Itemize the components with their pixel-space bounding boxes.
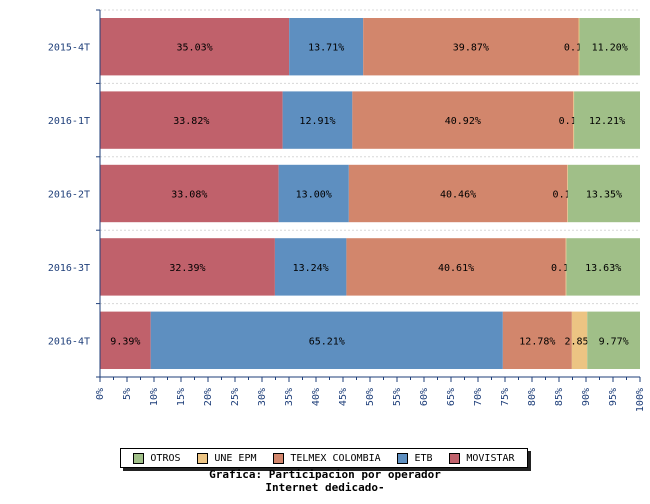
x-tick-label: 50% xyxy=(365,388,376,406)
legend-label: MOVISTAR xyxy=(466,452,515,464)
x-tick-label: 70% xyxy=(473,388,484,406)
bar-segment xyxy=(565,238,567,296)
legend-label: ETB xyxy=(414,452,433,464)
bar-segment xyxy=(363,18,579,76)
data-label: 32.39% xyxy=(169,263,205,274)
data-label: 40.61% xyxy=(438,263,474,274)
data-label: 9.39% xyxy=(110,336,140,347)
bar-segment xyxy=(578,18,580,76)
bar-segment xyxy=(278,164,349,223)
data-label: 13.24% xyxy=(293,263,329,274)
legend-swatch xyxy=(273,452,285,464)
bar-segment xyxy=(352,91,574,149)
legend-item: OTROS xyxy=(133,452,181,464)
category-label: 2016-1T xyxy=(48,116,90,127)
data-label: 33.82% xyxy=(173,116,209,127)
x-tick-label: 65% xyxy=(446,388,457,406)
bar-segment xyxy=(348,164,568,223)
x-tick-label: 10% xyxy=(149,388,160,406)
legend-swatch xyxy=(397,452,409,464)
data-label: 39.87% xyxy=(453,43,489,54)
bar-segment xyxy=(574,91,640,149)
x-tick-label: 5% xyxy=(122,388,133,400)
data-label: 13.63% xyxy=(585,263,621,274)
data-label: 0.13% xyxy=(551,263,581,274)
legend-item: UNE EPM xyxy=(197,452,257,464)
x-tick-label: 75% xyxy=(500,388,511,406)
category-label: 2016-2T xyxy=(48,190,90,201)
bar-segment xyxy=(587,311,640,369)
data-label: 0.11% xyxy=(553,190,583,201)
legend-swatch xyxy=(449,452,461,464)
x-tick-label: 25% xyxy=(230,388,241,406)
data-label: 9.77% xyxy=(599,336,629,347)
x-tick-label: 20% xyxy=(203,388,214,406)
legend-label: OTROS xyxy=(150,452,181,464)
bar-segment xyxy=(274,238,347,296)
chart-title: Grafica: Participacion por operador xyxy=(209,468,441,481)
data-label: 40.46% xyxy=(440,190,476,201)
data-label: 35.03% xyxy=(177,43,213,54)
category-label: 2016-4T xyxy=(48,336,90,347)
chart-subtitle: Internet dedicado- xyxy=(265,481,385,494)
data-label: 0.14% xyxy=(559,116,589,127)
bar-segment xyxy=(100,91,283,149)
x-tick-label: 90% xyxy=(581,388,592,406)
bar-segment xyxy=(150,311,503,369)
data-label: 33.08% xyxy=(171,190,207,201)
bar-segment xyxy=(289,18,364,76)
data-label: 12.21% xyxy=(589,116,625,127)
legend-item: TELMEX COLOMBIA xyxy=(273,452,381,464)
bar-segment xyxy=(573,91,575,149)
data-label: 2.85% xyxy=(564,336,594,347)
legend: OTROS UNE EPM TELMEX COLOMBIA ETB MOVISTAR xyxy=(120,448,528,468)
legend-label: UNE EPM xyxy=(214,452,257,464)
x-tick-label: 30% xyxy=(257,388,268,406)
data-label: 13.71% xyxy=(308,43,344,54)
x-tick-label: 40% xyxy=(311,388,322,406)
legend-item: ETB xyxy=(397,452,433,464)
bar-segment xyxy=(502,311,572,369)
bar-segment xyxy=(100,164,279,223)
legend-item: MOVISTAR xyxy=(449,452,515,464)
data-label: 0.18% xyxy=(564,43,594,54)
data-label: 65.21% xyxy=(309,336,345,347)
category-label: 2016-3T xyxy=(48,263,90,274)
bar-segment xyxy=(100,311,151,369)
x-tick-label: 15% xyxy=(176,388,187,406)
legend-swatch xyxy=(133,452,145,464)
bar-segment xyxy=(567,164,568,223)
x-tick-label: 100% xyxy=(635,388,646,412)
bar-segment xyxy=(571,311,588,369)
data-label: 13.00% xyxy=(296,190,332,201)
bar-segment xyxy=(566,238,640,296)
x-tick-label: 55% xyxy=(392,388,403,406)
legend-label: TELMEX COLOMBIA xyxy=(290,452,381,464)
x-tick-label: 45% xyxy=(338,388,349,406)
bar-segment xyxy=(100,18,290,76)
x-tick-label: 60% xyxy=(419,388,430,406)
bar-segment xyxy=(579,18,640,76)
bar-segment xyxy=(346,238,566,296)
x-tick-label: 80% xyxy=(527,388,538,406)
category-label: 2015-4T xyxy=(48,43,90,54)
x-tick-label: 95% xyxy=(608,388,619,406)
data-label: 11.20% xyxy=(592,43,628,54)
data-label: 40.92% xyxy=(445,116,481,127)
legend-swatch xyxy=(197,452,209,464)
x-tick-label: 35% xyxy=(284,388,295,406)
data-label: 12.78% xyxy=(519,336,555,347)
x-tick-label: 85% xyxy=(554,388,565,406)
x-tick-label: 0% xyxy=(95,388,106,400)
bar-segment xyxy=(100,238,275,296)
bar-segment xyxy=(282,91,353,149)
bar-segment xyxy=(567,164,640,223)
data-label: 13.35% xyxy=(586,190,622,201)
data-label: 12.91% xyxy=(299,116,335,127)
